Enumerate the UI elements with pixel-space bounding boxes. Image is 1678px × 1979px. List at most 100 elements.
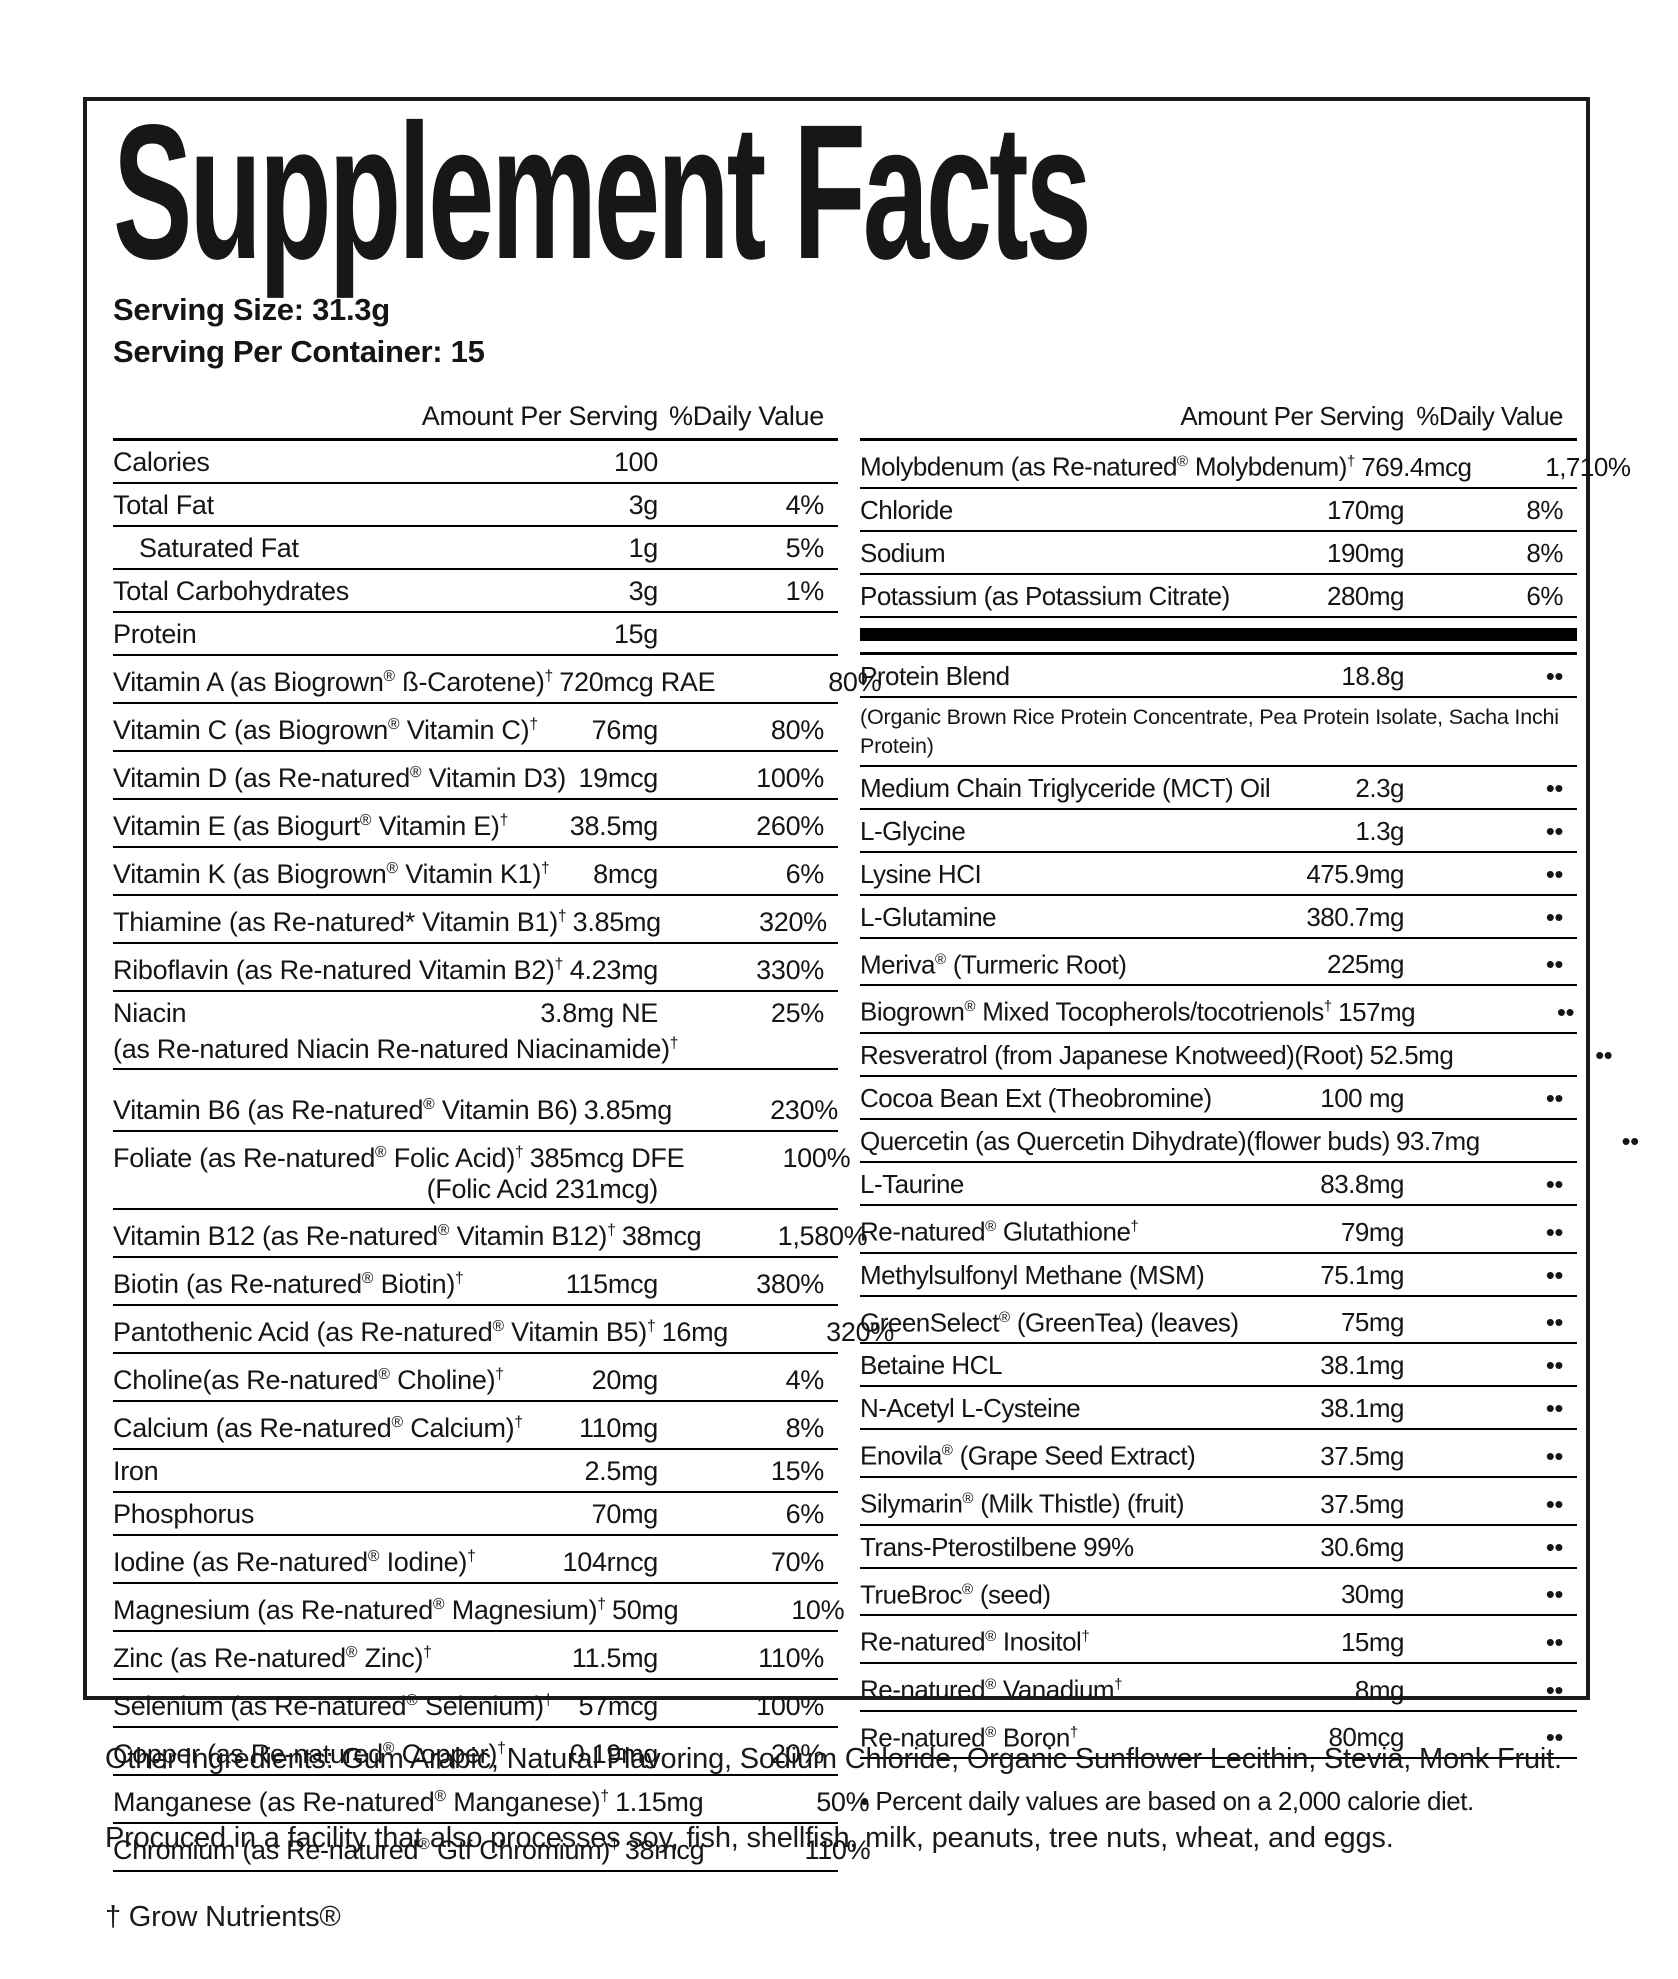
nutrient-amount: 20mg — [591, 1365, 659, 1395]
table-row: N-Acetyl L-Cysteine 38.1mg •• — [860, 1387, 1577, 1431]
nutrient-daily-value: 15% — [770, 1456, 824, 1486]
nutrient-daily-value: •• — [1545, 1440, 1564, 1471]
nutrient-daily-value: •• — [1545, 858, 1564, 889]
nutrient-daily-value: 1,580% — [777, 1221, 868, 1251]
nutrient-daily-value: 320% — [759, 907, 827, 937]
nutrient-amount: 38mcg — [624, 1835, 705, 1865]
nutrient-name: L-Taurine — [860, 1168, 964, 1199]
nutrient-amount: 475.9mg — [1306, 858, 1404, 889]
nutrient-name: Trans-Pterostilbene 99% — [860, 1531, 1134, 1562]
column-header-left: Amount Per Serving %Daily Value — [113, 401, 838, 441]
nutrient-amount: 37.5mg — [1320, 1440, 1404, 1471]
nutrient-name: Protein — [113, 619, 197, 649]
supplement-facts-panel: Supplement Facts Serving Size: 31.3g Ser… — [83, 96, 1639, 1872]
nutrient-daily-value: 80% — [828, 667, 882, 697]
table-row: Vitamin A (as Biogrown® ß-Carotene)† 720m… — [113, 656, 882, 704]
allergen-notice-text: Procuced in a facility that also process… — [105, 1822, 1394, 1854]
daily-value-header: %Daily Value — [1416, 401, 1563, 431]
nutrient-amount: 2.5mg — [584, 1456, 658, 1486]
nutrient-amount: 50mg — [611, 1595, 679, 1625]
nutrient-amount: 1.15mg — [615, 1787, 704, 1817]
table-row: Biogrown® Mixed Tocopherols/tocotrienols… — [860, 986, 1577, 1034]
nutrient-daily-value: 330% — [756, 955, 824, 985]
nutrient-daily-value: 380% — [756, 1269, 824, 1299]
nutrient-amount: 30.6mg — [1320, 1531, 1404, 1562]
nutrient-amount: 38.1mg — [1320, 1393, 1404, 1424]
nutrient-amount: 15mg — [1340, 1626, 1405, 1657]
nutrient-daily-value: 80% — [770, 715, 824, 745]
nutrient-daily-value: •• — [1545, 1307, 1564, 1338]
table-row: Protein Blend 18.8g •• — [860, 651, 1577, 698]
table-row: Pantothenic Acid (as Re-natured® Vitamin… — [113, 1306, 894, 1354]
nutrient-daily-value: 1% — [785, 576, 825, 606]
nutrient-daily-value: •• — [1545, 1722, 1564, 1753]
nutrient-amount: 3.85mg — [583, 1095, 673, 1125]
nutrient-amount: 3.8mg NE — [540, 998, 658, 1028]
nutrient-daily-value: 25% — [770, 998, 824, 1028]
table-row: L-Taurine 83.8mg •• — [860, 1163, 1577, 1206]
nutrient-name: Zinc (as Re-natured® Zinc)† — [113, 1643, 432, 1673]
nutrient-amount: 76mg — [591, 715, 659, 745]
nutrient-daily-value: •• — [1545, 815, 1564, 846]
table-row: Iron 2.5mg 15% — [113, 1450, 838, 1493]
table-row: Trans-Pterostilbene 99% 30.6mg •• — [860, 1526, 1577, 1569]
nutrient-name: L-Glutamine — [860, 901, 997, 932]
nutrient-rows-left: Calories 100 Total Fat 3g 4% Saturated Fat 1g 5… — [113, 441, 894, 1872]
nutrient-name: Copper (as Re-natured® Copper)† — [113, 1739, 506, 1769]
nutrient-amount: 37.5mg — [1320, 1488, 1404, 1519]
amount-per-serving-header: Amount Per Serving — [421, 401, 659, 431]
nutrient-name: N-Acetyl L-Cysteine — [860, 1393, 1081, 1424]
nutrient-name: Cocoa Bean Ext (Theobromine) — [860, 1082, 1212, 1113]
nutrient-amount: 15g — [613, 619, 658, 649]
nutrient-name: Vitamin B12 (as Re-natured® Vitamin B12)… — [113, 1221, 616, 1251]
nutrient-daily-value: 8% — [785, 1413, 825, 1443]
nutrient-name: Resveratrol (from Japanese Knotweed)(Roo… — [860, 1039, 1364, 1070]
nutrient-name: Saturated Fat — [139, 533, 299, 563]
nutrient-amount: 52.5mg — [1369, 1039, 1454, 1070]
nutrient-daily-value: 6% — [785, 1499, 825, 1529]
nutrient-daily-value: •• — [1545, 901, 1564, 932]
nutrient-name: Lysine HCI — [860, 858, 982, 889]
label-footer: Other Ingredients: Gum Arabic, Natural F… — [105, 1742, 1575, 1979]
table-row: Phosphorus 70mg 6% — [113, 1493, 838, 1536]
nutrient-amount: 18.8g — [1341, 660, 1404, 691]
nutrient-name: Potassium (as Potassium Citrate) — [860, 580, 1230, 611]
nutrient-name: Re-natured® Glutathione† — [860, 1216, 1139, 1247]
table-row: Manganese (as Re-natured® Manganese)† 1.1… — [113, 1776, 870, 1824]
table-row: Chromium (as Re-natured® Gtf Chromium)† 3… — [113, 1824, 871, 1872]
table-row: Lysine HCI 475.9mg •• — [860, 853, 1577, 896]
nutrient-daily-value: •• — [1545, 1168, 1564, 1199]
nutrient-amount: 4.23mg — [569, 955, 659, 985]
nutrient-name: Manganese (as Re-natured® Manganese)† — [113, 1787, 610, 1817]
nutrient-name: Chromium (as Re-natured® Gtf Chromium)† — [113, 1835, 619, 1865]
nutrient-daily-value: 6% — [785, 859, 825, 889]
table-row: Potassium (as Potassium Citrate) 280mg 6% — [860, 575, 1577, 618]
nutrient-name: Betaine HCL — [860, 1350, 1002, 1381]
nutrient-daily-value: 10% — [791, 1595, 845, 1625]
nutrient-daily-value: •• — [1545, 1531, 1564, 1562]
nutrient-name: Vitamin A (as Biogrown® ß-Carotene)† — [113, 667, 554, 697]
nutrient-daily-value: 6% — [1526, 580, 1563, 611]
nutrient-name: Vitamin C (as Biogrown® Vitamin C)† — [113, 715, 539, 745]
nutrient-name: Riboflavin (as Re-natured Vitamin B2)† — [113, 955, 564, 985]
nutrient-name: Vitamin D (as Re-natured® Vitamin D3) — [113, 763, 566, 793]
nutrient-amount: 11.5mg — [571, 1643, 659, 1673]
table-row: Total Carbohydrates 3g 1% — [113, 570, 838, 613]
nutrient-name: Total Fat — [113, 490, 214, 520]
nutrient-name: Choline(as Re-natured® Choline)† — [113, 1365, 504, 1395]
nutrient-amount: 8mcg — [593, 859, 658, 889]
daily-value-footnote: • Percent daily values are based on a 2,… — [860, 1786, 1474, 1817]
table-row: Zinc (as Re-natured® Zinc)† 11.5mg 110% — [113, 1632, 838, 1680]
table-row: Sodium 190mg 8% — [860, 532, 1577, 575]
table-row: Vitamin B12 (as Re-natured® Vitamin B12)… — [113, 1210, 868, 1258]
table-row: Choline(as Re-natured® Choline)† 20mg 4% — [113, 1354, 838, 1402]
table-row: Foliate (as Re-natured® Folic Acid)† 385m… — [113, 1132, 851, 1210]
table-row: Magnesium (as Re-natured® Magnesium)† 50m… — [113, 1584, 845, 1632]
nutrient-daily-value: 4% — [785, 490, 825, 520]
table-row: Niacin 3.8mg NE 25% (as Re-natured Niacin R… — [113, 992, 838, 1070]
nutrient-name: Re-natured® Vanadium† — [860, 1674, 1123, 1705]
serving-size-text: Serving Size: 31.3g — [113, 292, 390, 327]
nutrient-amount: 170mg — [1327, 494, 1405, 525]
nutrient-amount: 115mcg — [565, 1269, 659, 1299]
table-row: Biotin (as Re-natured® Biotin)† 115mcg 380… — [113, 1258, 838, 1306]
